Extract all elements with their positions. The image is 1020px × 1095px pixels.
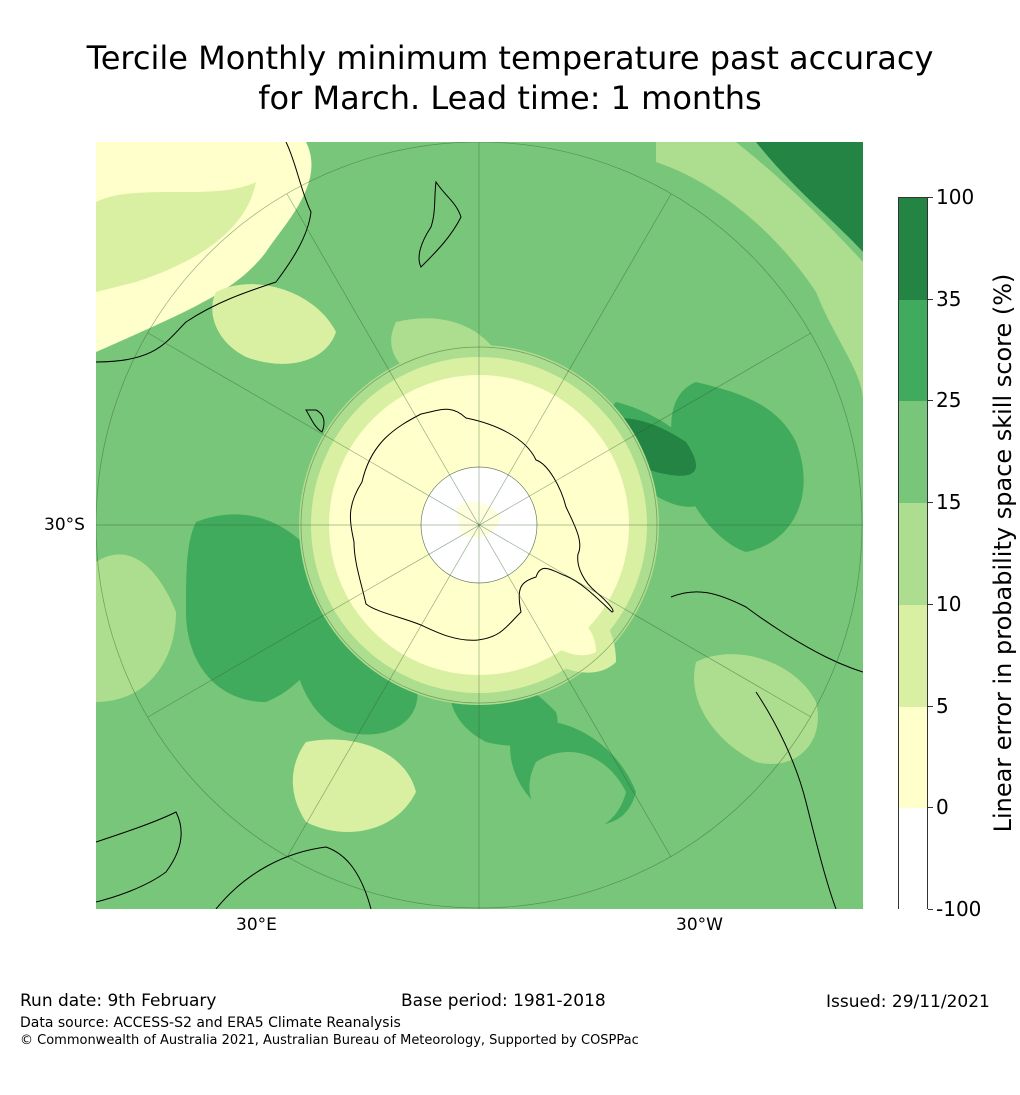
colorbar-tick-label: 25	[936, 388, 962, 413]
data-source: Data source: ACCESS-S2 and ERA5 Climate …	[20, 1015, 401, 1031]
new-zealand-coast	[418, 180, 462, 268]
patch-ne-mid	[656, 142, 863, 402]
patch-n-light	[212, 284, 336, 364]
colorbar-segment	[899, 503, 927, 606]
colorbar-tick-mark	[928, 197, 933, 198]
colorbar-tick-label: -100	[936, 897, 982, 921]
colorbar-tick-label: 100	[936, 185, 975, 209]
latitude-label-30s: 30°S	[44, 515, 85, 535]
colorbar-tick-label: 10	[936, 591, 962, 616]
colorbar-title: Linear error in probability space skill …	[989, 273, 1017, 833]
colorbar-tick-label: 15	[936, 490, 962, 515]
base-period: Base period: 1981-2018	[401, 991, 606, 1011]
colorbar-tick-label: 5	[936, 693, 949, 718]
south-america-east-coast	[755, 691, 837, 909]
patch-s-light	[292, 739, 416, 832]
madagascar-coast	[96, 811, 182, 903]
longitude-label-30e: 30°E	[236, 915, 277, 935]
polar-map	[96, 142, 863, 909]
patch-nw-mid	[96, 182, 256, 292]
patch-ne-dark	[756, 142, 863, 252]
colorbar-tick-mark	[928, 807, 933, 809]
colorbar-tick-mark	[928, 502, 933, 504]
copyright: © Commonwealth of Australia 2021, Austra…	[20, 1033, 639, 1048]
colorbar-segment	[899, 706, 927, 809]
colorbar-tick-mark	[928, 909, 933, 910]
australia-coast	[96, 142, 312, 363]
colorbar-tick-mark	[928, 705, 933, 707]
issued-date: Issued: 29/11/2021	[826, 992, 990, 1012]
run-date: Run date: 9th February	[20, 991, 217, 1011]
patch-s3	[529, 752, 626, 832]
south-america-coast	[670, 591, 863, 673]
patch-se-light	[694, 654, 818, 764]
chart-title: Tercile Monthly minimum temperature past…	[0, 38, 1020, 118]
colorbar-segment	[899, 198, 927, 301]
colorbar-segment	[899, 604, 927, 708]
africa-coast	[215, 846, 372, 909]
colorbar-segment	[899, 299, 927, 402]
patch-w-light	[96, 554, 176, 702]
colorbar-tick-label: 0	[936, 795, 949, 820]
title-line-2: for March. Lead time: 1 months	[258, 79, 762, 117]
polar-patch	[456, 501, 501, 538]
title-line-1: Tercile Monthly minimum temperature past…	[86, 39, 934, 77]
graticule	[96, 142, 863, 909]
colorbar-tick-mark	[928, 400, 933, 402]
patch-e-green	[671, 382, 804, 552]
longitude-label-30w: 30°W	[676, 915, 723, 935]
colorbar	[898, 197, 928, 911]
colorbar-segment	[899, 808, 927, 911]
tasmania-coast	[305, 409, 325, 433]
polar-map-svg	[96, 142, 863, 909]
colorbar-tick-mark	[928, 603, 933, 605]
colorbar-tick-mark	[928, 298, 933, 300]
colorbar-tick-label: 35	[936, 286, 962, 311]
colorbar-segment	[899, 401, 927, 504]
